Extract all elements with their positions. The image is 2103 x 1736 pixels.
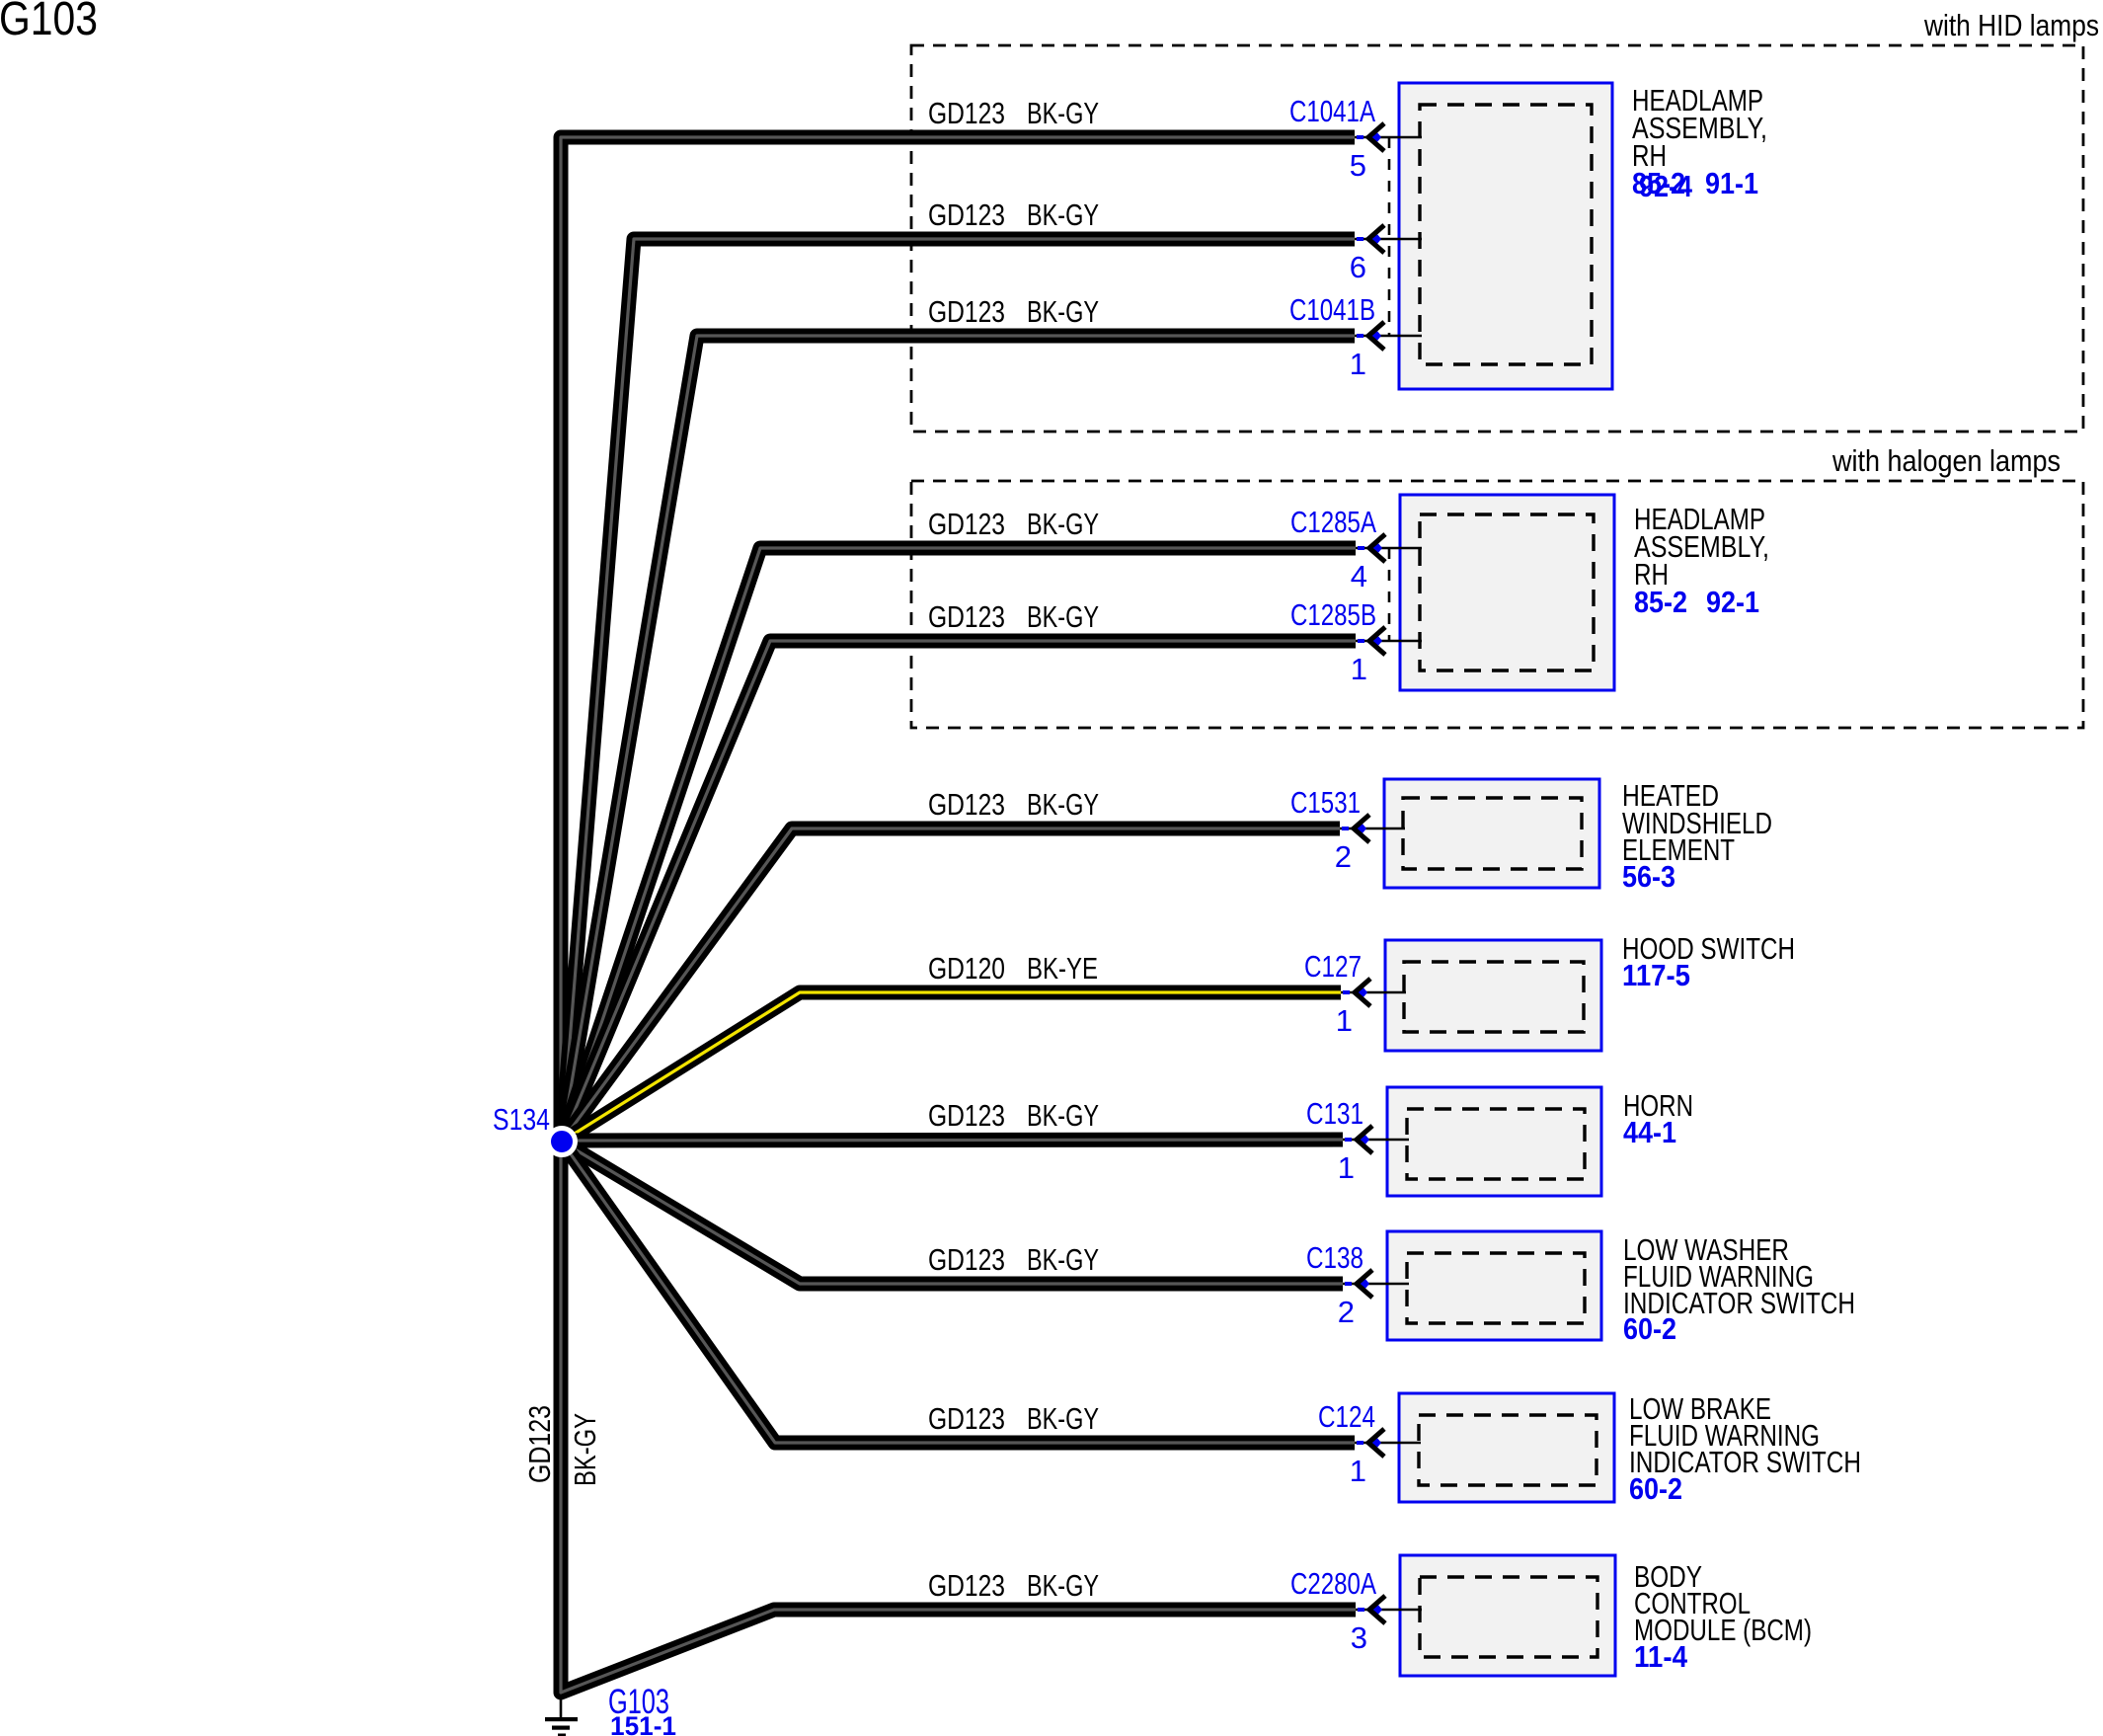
svg-text:C1285B: C1285B [1290,597,1376,632]
svg-text:FLUID WARNING: FLUID WARNING [1623,1259,1814,1294]
svg-text:GD123: GD123 [522,1405,557,1483]
svg-text:4: 4 [1351,559,1367,593]
svg-text:GD123: GD123 [928,96,1005,130]
svg-text:C131: C131 [1306,1096,1363,1131]
svg-text:WINDSHIELD: WINDSHIELD [1622,806,1772,840]
svg-text:5: 5 [1350,148,1366,183]
svg-text:GD123: GD123 [928,1568,1005,1603]
svg-text:85-2: 85-2 [1632,166,1685,200]
svg-text:GD120: GD120 [928,951,1005,986]
svg-text:44-1: 44-1 [1623,1115,1676,1149]
svg-text:60-2: 60-2 [1629,1471,1682,1506]
svg-text:1: 1 [1351,652,1367,686]
svg-text:GD123: GD123 [928,507,1005,541]
svg-text:BK-YE: BK-YE [1027,951,1098,986]
svg-text:85-2: 85-2 [1634,585,1687,619]
svg-text:C1285A: C1285A [1290,505,1376,539]
svg-text:CONTROL: CONTROL [1634,1586,1751,1620]
svg-text:C1041A: C1041A [1289,94,1375,128]
svg-text:BK-GY: BK-GY [1027,96,1099,130]
svg-text:6: 6 [1350,250,1366,284]
svg-text:BK-GY: BK-GY [1027,1098,1099,1133]
svg-text:151-1: 151-1 [610,1711,676,1736]
svg-text:INDICATOR SWITCH: INDICATOR SWITCH [1629,1445,1861,1479]
svg-text:C1531: C1531 [1290,785,1361,820]
svg-text:FLUID WARNING: FLUID WARNING [1629,1418,1820,1453]
svg-text:1: 1 [1336,1003,1353,1038]
svg-text:MODULE (BCM): MODULE (BCM) [1634,1613,1812,1647]
svg-text:S134: S134 [493,1102,550,1137]
svg-text:BK-GY: BK-GY [1027,1401,1099,1436]
svg-text:BK-GY: BK-GY [1027,1242,1099,1277]
svg-text:1: 1 [1350,347,1366,381]
svg-text:GD123: GD123 [928,1401,1005,1436]
svg-text:BODY: BODY [1634,1559,1702,1594]
svg-text:HOOD SWITCH: HOOD SWITCH [1622,931,1795,966]
svg-text:C124: C124 [1318,1399,1375,1434]
svg-text:1: 1 [1338,1150,1355,1185]
svg-text:RH: RH [1634,557,1669,592]
svg-text:BK-GY: BK-GY [1027,507,1099,541]
svg-text:2: 2 [1338,1295,1355,1329]
svg-text:LOW BRAKE: LOW BRAKE [1629,1391,1771,1426]
svg-text:GD123: GD123 [928,599,1005,634]
svg-text:BK-GY: BK-GY [1027,787,1099,822]
svg-text:BK-GY: BK-GY [1027,1568,1099,1603]
svg-text:HORN: HORN [1623,1088,1693,1123]
svg-text:ASSEMBLY,: ASSEMBLY, [1634,529,1769,564]
svg-text:GD123: GD123 [928,1098,1005,1133]
svg-text:2: 2 [1335,839,1352,874]
svg-text:INDICATOR SWITCH: INDICATOR SWITCH [1623,1286,1855,1320]
svg-text:92-4: 92-4 [1639,169,1693,203]
svg-text:with halogen lamps: with halogen lamps [1831,443,2061,478]
svg-text:ASSEMBLY,: ASSEMBLY, [1632,111,1767,145]
svg-text:C127: C127 [1304,949,1362,984]
svg-text:HEADLAMP: HEADLAMP [1632,83,1763,118]
svg-text:HEATED: HEATED [1622,778,1719,813]
svg-text:GD123: GD123 [928,1242,1005,1277]
svg-text:GD123: GD123 [928,294,1005,329]
svg-text:92-1: 92-1 [1706,585,1759,619]
svg-text:C138: C138 [1306,1240,1363,1275]
svg-text:56-3: 56-3 [1622,859,1675,894]
svg-text:GD123: GD123 [928,787,1005,822]
svg-text:G103: G103 [0,0,98,45]
svg-text:LOW WASHER: LOW WASHER [1623,1232,1789,1267]
svg-text:with HID lamps: with HID lamps [1923,8,2099,42]
svg-text:BK-GY: BK-GY [1027,294,1099,329]
svg-text:G103: G103 [608,1683,669,1721]
svg-text:91-1: 91-1 [1705,166,1758,200]
svg-text:BK-GY: BK-GY [1027,197,1099,232]
svg-text:ELEMENT: ELEMENT [1622,832,1735,867]
svg-text:C2280A: C2280A [1290,1566,1376,1601]
svg-text:11-4: 11-4 [1634,1639,1688,1674]
svg-text:HEADLAMP: HEADLAMP [1634,502,1765,536]
svg-text:BK-GY: BK-GY [1027,599,1099,634]
svg-text:C1041B: C1041B [1289,292,1375,327]
svg-text:60-2: 60-2 [1623,1311,1676,1346]
svg-text:GD123: GD123 [928,197,1005,232]
svg-text:RH: RH [1632,138,1667,173]
svg-text:1: 1 [1350,1454,1366,1488]
svg-text:117-5: 117-5 [1622,958,1690,992]
svg-text:3: 3 [1351,1620,1367,1655]
svg-text:BK-GY: BK-GY [568,1413,602,1486]
